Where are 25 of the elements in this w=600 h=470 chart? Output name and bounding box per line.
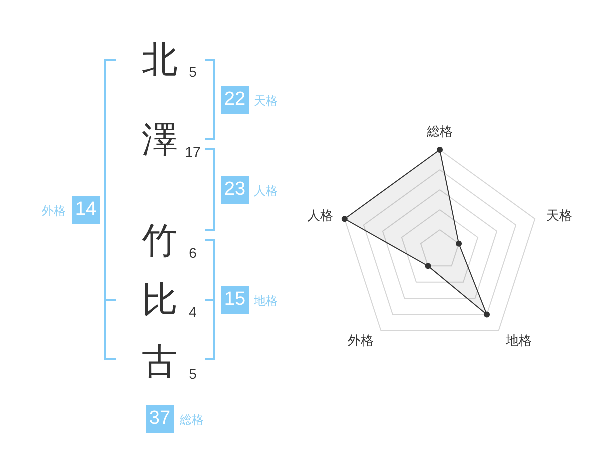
text: 外格 <box>42 204 66 218</box>
text: 総格 <box>180 413 204 427</box>
text: 比 <box>142 279 178 320</box>
text: 23 <box>221 176 249 204</box>
text: 古 <box>142 341 178 382</box>
text: 竹 <box>142 220 178 261</box>
spoke-label: 外格 <box>348 333 374 348</box>
text: 天格 <box>254 94 278 108</box>
spoke-label: 総格 <box>426 124 453 139</box>
text: 5 <box>189 366 197 382</box>
text: 地格 <box>254 294 278 308</box>
text: 14 <box>72 196 100 224</box>
spoke-label: 天格 <box>546 208 573 223</box>
text: 22 <box>221 86 249 114</box>
text: 5 <box>189 64 197 80</box>
text: 北 <box>142 39 178 80</box>
text: 17 <box>185 144 201 160</box>
text: 人格 <box>254 184 278 198</box>
text: 4 <box>189 304 197 320</box>
spoke-label: 人格 <box>307 208 334 223</box>
text: 澤 <box>142 119 178 160</box>
spoke-label: 地格 <box>504 333 532 348</box>
text: 6 <box>189 245 197 261</box>
text: 15 <box>221 286 249 314</box>
text: 37 <box>146 405 174 433</box>
